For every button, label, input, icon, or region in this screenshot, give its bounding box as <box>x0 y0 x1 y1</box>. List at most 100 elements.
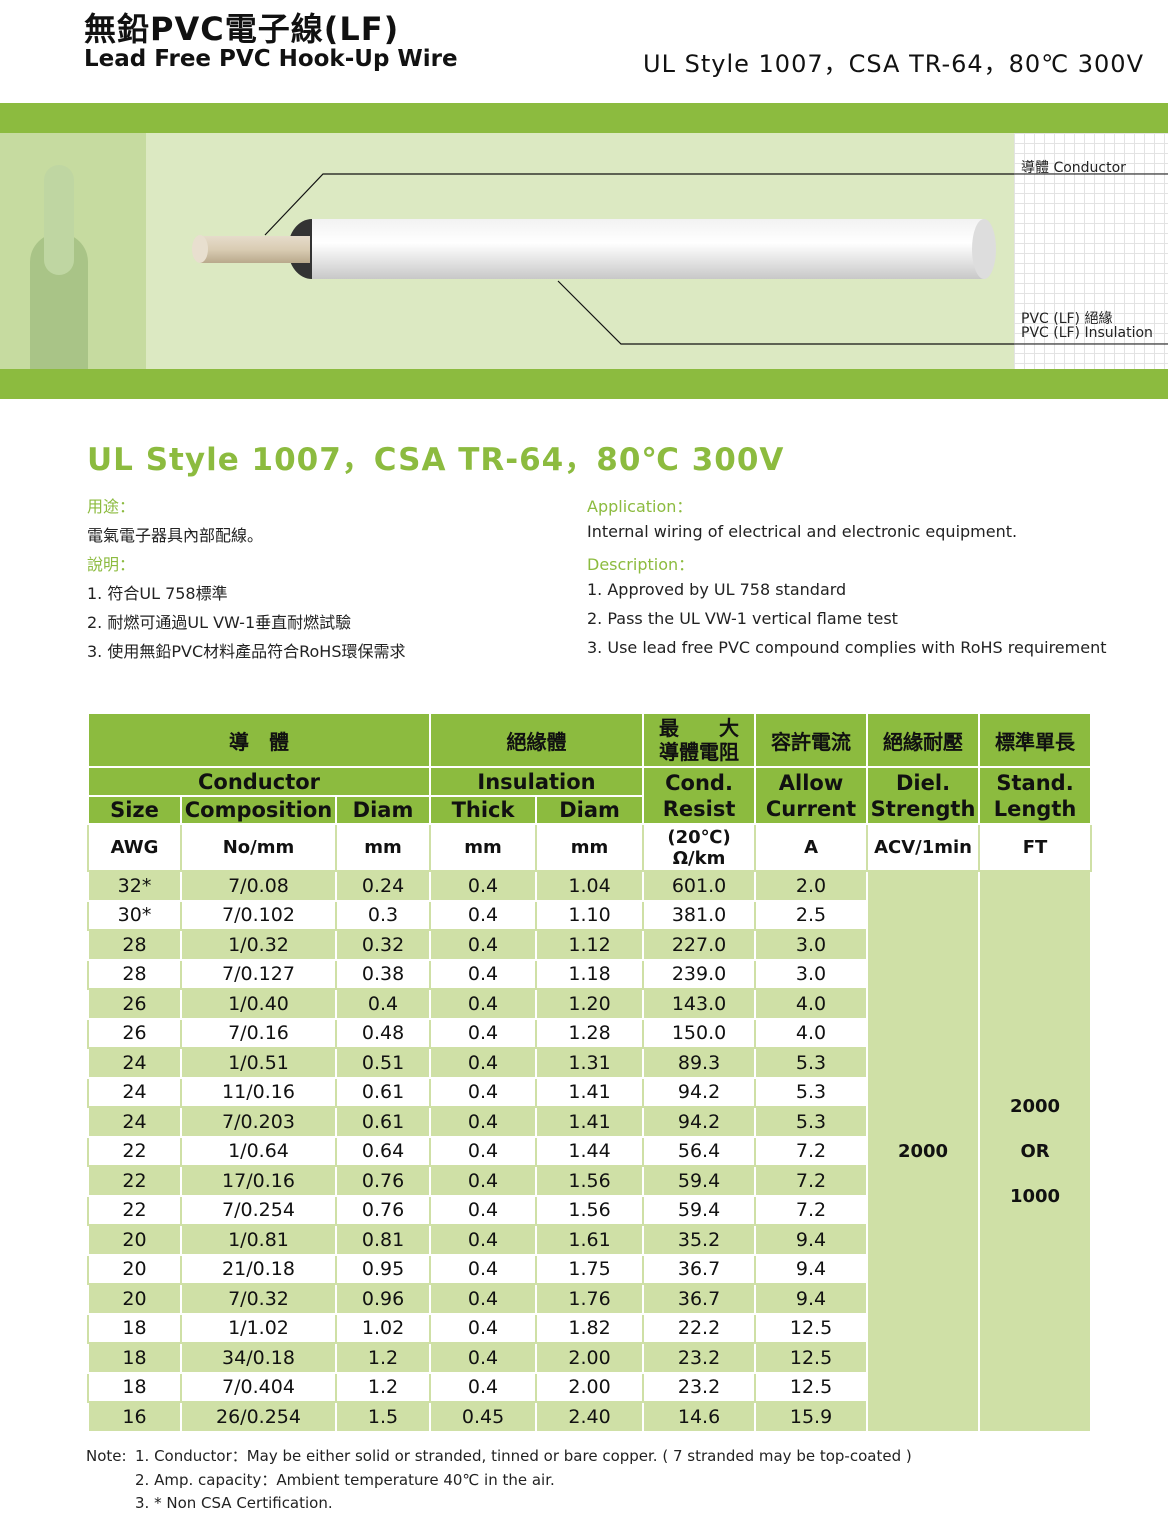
cell-current: 9.4 <box>754 1224 869 1256</box>
cell-ins-diam: 1.28 <box>535 1017 645 1049</box>
cell-diam: 0.64 <box>334 1135 432 1167</box>
table-row: 22 17/0.16 0.76 0.4 1.56 59.4 7.2 <box>87 1165 1091 1197</box>
cell-composition: 1/0.32 <box>180 929 337 961</box>
cell-thick: 0.4 <box>429 1106 538 1138</box>
cell-size: 18 <box>87 1371 182 1403</box>
application-cn: 電氣電子器具內部配線。 <box>87 526 264 545</box>
wire-illustration <box>192 173 1014 345</box>
cell-current: 9.4 <box>754 1283 869 1315</box>
application-en: Internal wiring of electrical and electr… <box>587 522 1018 541</box>
note-item: 3. * Non CSA Certification. <box>135 1494 333 1512</box>
table-row: 18 1/1.02 1.02 0.4 1.82 22.2 12.5 <box>87 1312 1091 1344</box>
cell-thick: 0.4 <box>429 1135 538 1167</box>
cell-diam: 0.51 <box>334 1047 432 1079</box>
cell-current: 2.5 <box>754 899 869 931</box>
cell-thick: 0.4 <box>429 899 538 931</box>
cell-size: 32* <box>87 870 182 902</box>
header-current-en: Allow Current <box>754 766 869 825</box>
cell-thick: 0.4 <box>429 870 538 902</box>
table-row: 20 7/0.32 0.96 0.4 1.76 36.7 9.4 <box>87 1283 1091 1315</box>
spec-table: 導 體 絕緣體 最 大導體電阻 容許電流 絕緣耐壓 標準單長 Conductor… <box>86 712 1093 1433</box>
table-row: 24 7/0.203 0.61 0.4 1.41 94.2 5.3 <box>87 1106 1091 1138</box>
cell-size: 28 <box>87 929 182 961</box>
cell-resist: 56.4 <box>642 1135 757 1167</box>
spec-subtitle: UL Style 1007，CSA TR-64，80℃ 300V <box>87 442 785 478</box>
cell-size: 18 <box>87 1312 182 1344</box>
cell-thick: 0.4 <box>429 1194 538 1226</box>
cell-size: 20 <box>87 1224 182 1256</box>
cell-resist: 22.2 <box>642 1312 757 1344</box>
cell-current: 7.2 <box>754 1165 869 1197</box>
cell-resist: 14.6 <box>642 1401 757 1433</box>
length-option: 2000 <box>1009 1095 1061 1117</box>
cell-ins-diam: 1.61 <box>535 1224 645 1256</box>
cell-size: 28 <box>87 958 182 990</box>
cell-current: 15.9 <box>754 1401 869 1433</box>
cell-resist: 35.2 <box>642 1224 757 1256</box>
title-chinese: 無鉛PVC電子線(LF) <box>84 10 400 48</box>
cell-ins-diam: 1.41 <box>535 1076 645 1108</box>
header-length-en: Stand. Length <box>978 766 1093 825</box>
note-item: 1. Conductor：May be either solid or stra… <box>135 1447 912 1465</box>
cell-thick: 0.4 <box>429 929 538 961</box>
cell-resist: 23.2 <box>642 1342 757 1374</box>
cell-diam: 1.5 <box>334 1401 432 1433</box>
top-green-band <box>0 103 1168 133</box>
cell-composition: 1/0.40 <box>180 988 337 1020</box>
cell-diam: 0.38 <box>334 958 432 990</box>
notes-label: Note: <box>86 1447 127 1465</box>
length-option: OR <box>1020 1140 1050 1162</box>
header-diel-cn: 絕緣耐壓 <box>866 712 981 768</box>
unit-resist: (20℃) Ω/km <box>642 823 757 872</box>
cell-ins-diam: 1.10 <box>535 899 645 931</box>
unit-size: AWG <box>87 823 182 872</box>
unit-diel: ACV/1min <box>866 823 981 872</box>
cell-resist: 89.3 <box>642 1047 757 1079</box>
cell-composition: 7/0.102 <box>180 899 337 931</box>
cell-composition: 7/0.32 <box>180 1283 337 1315</box>
header-diel-en: Diel. Strength <box>866 766 981 825</box>
cell-thick: 0.4 <box>429 1283 538 1315</box>
table-row: 24 11/0.16 0.61 0.4 1.41 94.2 5.3 <box>87 1076 1091 1108</box>
description-item-en: 1. Approved by UL 758 standard <box>587 580 847 599</box>
cell-diel-strength: 2000 <box>866 870 981 1433</box>
cell-composition: 1/1.02 <box>180 1312 337 1344</box>
cell-ins-diam: 1.18 <box>535 958 645 990</box>
cell-resist: 381.0 <box>642 899 757 931</box>
cell-size: 20 <box>87 1253 182 1285</box>
description-item-en: 2. Pass the UL VW-1 vertical flame test <box>587 609 898 628</box>
cell-ins-diam: 1.04 <box>535 870 645 902</box>
cell-diam: 0.76 <box>334 1194 432 1226</box>
cell-thick: 0.4 <box>429 1017 538 1049</box>
cell-composition: 7/0.254 <box>180 1194 337 1226</box>
unit-length: FT <box>978 823 1093 872</box>
cell-composition: 11/0.16 <box>180 1076 337 1108</box>
cell-diam: 1.02 <box>334 1312 432 1344</box>
unit-resist-temp: (20℃) <box>667 826 731 848</box>
cell-ins-diam: 1.75 <box>535 1253 645 1285</box>
cell-resist: 59.4 <box>642 1194 757 1226</box>
application-heading-cn: 用途： <box>87 497 136 516</box>
unit-resist-ohm: Ω/km <box>672 847 726 869</box>
header-thick: Thick <box>429 795 538 825</box>
unit-ins-diam: mm <box>535 823 645 872</box>
cell-composition: 7/0.08 <box>180 870 337 902</box>
cell-size: 18 <box>87 1342 182 1374</box>
cell-current: 12.5 <box>754 1312 869 1344</box>
cell-ins-diam: 2.00 <box>535 1371 645 1403</box>
description-heading-cn: 說明： <box>87 555 136 574</box>
table-row: 26 7/0.16 0.48 0.4 1.28 150.0 4.0 <box>87 1017 1091 1049</box>
table-row: 24 1/0.51 0.51 0.4 1.31 89.3 5.3 <box>87 1047 1091 1079</box>
title-english: Lead Free PVC Hook-Up Wire <box>84 46 458 72</box>
cell-ins-diam: 1.20 <box>535 988 645 1020</box>
cell-resist: 36.7 <box>642 1253 757 1285</box>
cell-thick: 0.4 <box>429 958 538 990</box>
header-size: Size <box>87 795 182 825</box>
cell-current: 4.0 <box>754 1017 869 1049</box>
cell-diam: 1.2 <box>334 1371 432 1403</box>
cell-composition: 7/0.16 <box>180 1017 337 1049</box>
cell-thick: 0.4 <box>429 1076 538 1108</box>
cell-size: 30* <box>87 899 182 931</box>
cell-thick: 0.4 <box>429 1342 538 1374</box>
cell-thick: 0.4 <box>429 1371 538 1403</box>
